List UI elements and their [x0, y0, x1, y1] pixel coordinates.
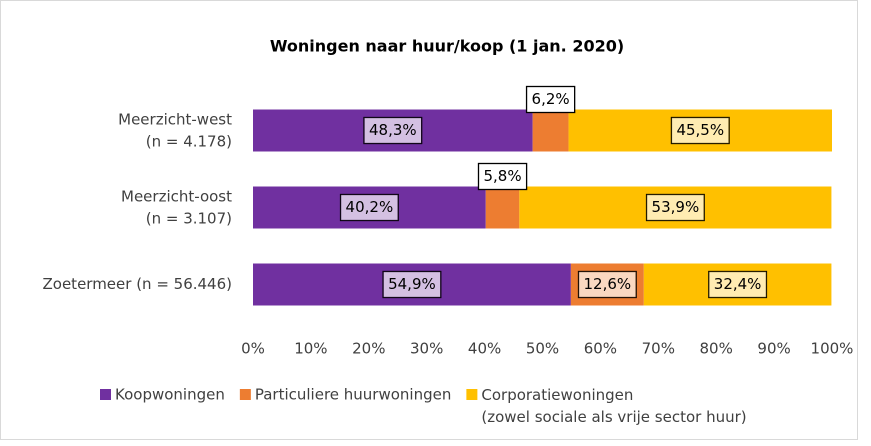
data-label-box — [477, 162, 528, 191]
data-label-tint — [708, 271, 767, 298]
legend-label: Koopwoningen — [115, 386, 225, 404]
data-label: 40,2% — [346, 198, 394, 216]
legend-label: Particuliere huurwoningen — [255, 386, 452, 404]
x-tick-label: 50% — [526, 340, 559, 358]
data-label-box — [708, 270, 768, 299]
data-label: 54,9% — [388, 275, 436, 293]
data-label-tint — [671, 117, 730, 144]
data-label-box — [670, 116, 730, 145]
bar-segment — [532, 109, 569, 152]
data-label-box — [525, 85, 576, 114]
x-tick-label: 20% — [352, 340, 385, 358]
data-label-tint — [340, 194, 399, 221]
data-label: 32,4% — [714, 275, 762, 293]
x-tick-label: 100% — [811, 340, 854, 358]
data-label: 12,6% — [584, 275, 632, 293]
x-tick-label: 10% — [294, 340, 327, 358]
x-tick-label: 0% — [241, 340, 265, 358]
data-label-box — [577, 270, 637, 299]
x-tick-label: 40% — [468, 340, 501, 358]
data-label-box — [363, 116, 423, 145]
x-tick-label: 60% — [584, 340, 617, 358]
data-label-box — [339, 193, 399, 222]
data-label-tint — [383, 271, 441, 298]
y-tick-label: Meerzicht-west (n = 4.178) — [118, 110, 232, 150]
data-label: 53,9% — [652, 198, 700, 216]
data-label-tint — [578, 271, 637, 298]
x-tick-label: 80% — [700, 340, 733, 358]
y-tick-label: Zoetermeer (n = 56.446) — [43, 275, 233, 293]
chart-title: Woningen naar huur/koop (1 jan. 2020) — [270, 37, 624, 56]
x-tick-label: 90% — [757, 340, 790, 358]
data-label: 6,2% — [532, 90, 570, 108]
legend-swatch — [466, 389, 478, 400]
data-label: 5,8% — [483, 167, 521, 185]
legend-swatch — [100, 389, 111, 400]
x-tick-label: 70% — [642, 340, 675, 358]
y-tick-label: Meerzicht-oost (n = 3.107) — [121, 187, 232, 227]
data-label-box — [382, 270, 442, 299]
bar-segment — [485, 186, 520, 229]
legend-label: Corporatiewoningen (zowel sociale als vri… — [481, 386, 746, 426]
data-label-tint — [646, 194, 705, 221]
data-label-box — [645, 193, 705, 222]
data-label-tint — [364, 117, 422, 144]
legend-swatch — [239, 389, 251, 400]
x-tick-label: 30% — [410, 340, 443, 358]
data-label: 45,5% — [676, 121, 724, 139]
data-label: 48,3% — [369, 121, 417, 139]
